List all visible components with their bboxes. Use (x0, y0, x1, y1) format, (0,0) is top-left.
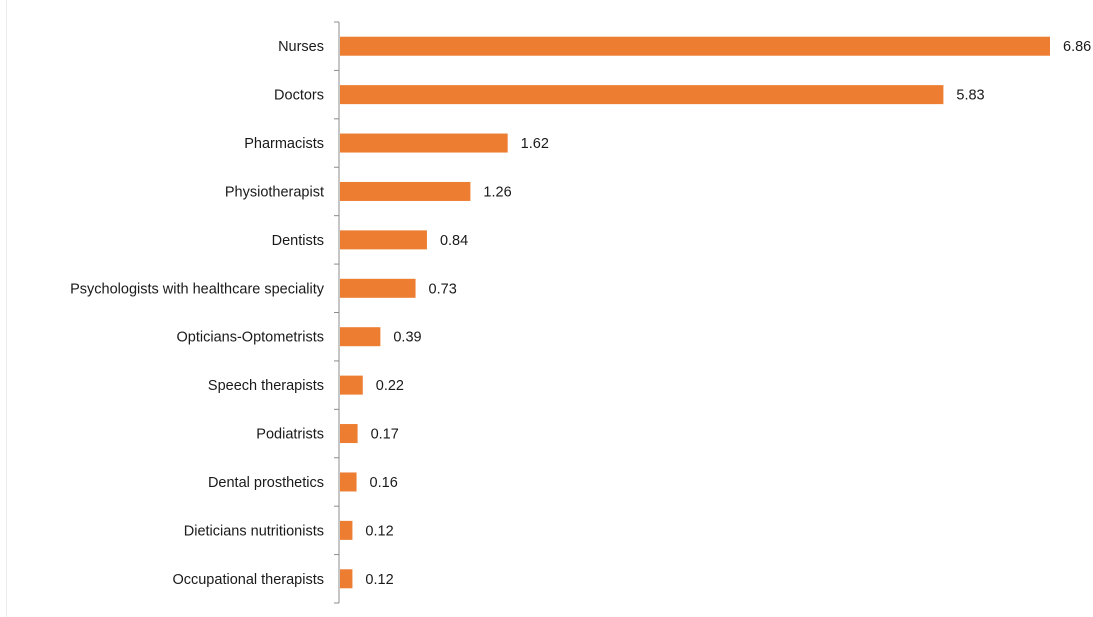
value-label: 0.12 (365, 523, 393, 539)
category-label: Dental prosthetics (208, 475, 324, 491)
bar (340, 181, 471, 201)
category-label: Psychologists with healthcare speciality (70, 281, 325, 297)
category-label: Opticians-Optometrists (177, 330, 324, 346)
bars (340, 36, 1050, 589)
bar (340, 85, 944, 105)
bar (340, 133, 508, 153)
value-label: 0.17 (371, 427, 399, 443)
category-label: Doctors (274, 88, 324, 104)
bar (340, 327, 381, 347)
frame-border (6, 0, 7, 617)
category-label: Dentists (272, 233, 324, 249)
bar (340, 472, 357, 492)
category-label: Occupational therapists (172, 572, 324, 588)
category-axis (334, 21, 340, 604)
category-label: Pharmacists (244, 136, 324, 152)
bar (340, 520, 353, 540)
value-label: 5.83 (956, 88, 984, 104)
category-label: Dieticians nutritionists (184, 523, 324, 539)
value-label: 0.39 (393, 330, 421, 346)
value-label: 0.84 (440, 233, 468, 249)
category-labels: Nurses Doctors Pharmacists Physiotherapist D… (70, 39, 325, 588)
value-label: 6.86 (1063, 39, 1091, 55)
category-label: Podiatrists (256, 427, 324, 443)
value-label: 0.22 (376, 378, 404, 394)
value-labels: 6.86 5.83 1.62 1.26 0.84 0.73 0.39 0.22 0.17 0.16… (365, 39, 1091, 588)
category-label: Speech therapists (208, 378, 324, 394)
bar (340, 375, 363, 395)
value-label: 0.73 (429, 281, 457, 297)
bar (340, 569, 353, 589)
bar (340, 36, 1050, 56)
value-label: 1.26 (483, 184, 511, 200)
bar (340, 424, 358, 444)
category-label: Physiotherapist (225, 184, 324, 200)
value-label: 1.62 (521, 136, 549, 152)
bar (340, 278, 416, 298)
value-label: 0.12 (365, 572, 393, 588)
value-label: 0.16 (370, 475, 398, 491)
category-label: Nurses (278, 39, 324, 55)
bar (340, 230, 427, 250)
